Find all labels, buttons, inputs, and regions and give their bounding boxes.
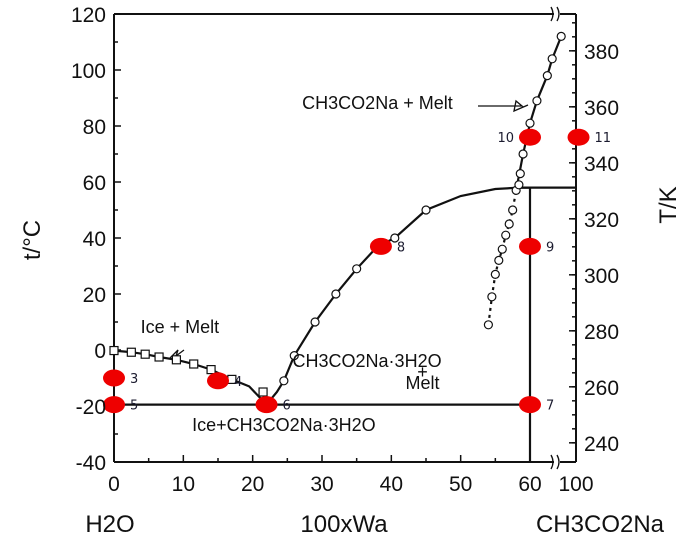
data-point-circle [532,96,542,106]
data-point-square [258,387,268,397]
region-label: Ice+CH3CO2Na·3H2O [192,415,376,435]
y-tick-label-right: 280 [584,321,619,344]
data-point-circle [331,289,341,299]
y-tick-label-right: 380 [584,41,619,64]
data-point-circle [483,320,493,330]
data-point-circle [508,205,518,215]
data-point-circle [490,269,500,279]
x-axis-left-end-label: H2O [85,511,134,538]
x-tick-label: 10 [172,473,195,496]
state-point-label: 3 [130,372,138,387]
state-point-10[interactable] [519,128,541,146]
region-label: CH3CO2Na·3H2O [293,351,442,371]
y-tick-label-right: 340 [584,153,619,176]
state-point-4[interactable] [207,372,229,390]
y-tick-label-left: 0 [94,340,106,363]
plot-frame [113,13,577,463]
data-point-square [171,355,181,365]
state-point-label: 6 [283,399,291,414]
y-tick-label-right: 320 [584,209,619,232]
y-tick-label-left: 40 [83,228,106,251]
data-point-circle [310,317,320,327]
x-tick-label: 20 [241,473,264,496]
data-point-circle [289,351,299,361]
state-point-6[interactable] [255,396,278,414]
y-tick-label-left: 100 [71,60,106,83]
data-point-circle [497,244,507,254]
state-point-label: 10 [497,131,514,146]
state-point-11[interactable] [567,128,590,146]
y-tick-label-left: -20 [76,396,106,419]
data-point-circle [421,205,431,215]
axis-break-bottom [550,454,560,470]
state-point-label: 8 [397,240,405,255]
region-label: Ice + Melt [141,317,220,337]
data-point-circle [501,230,511,240]
y-tick-label-right: 260 [584,377,619,400]
data-point-circle [494,255,504,265]
axis-break-top [550,6,560,22]
x-tick-label: 30 [310,473,333,496]
data-point-circle [514,180,524,190]
data-point-square [206,365,216,375]
y-tick-label-left: 60 [83,172,106,195]
state-point-label: 4 [234,375,242,390]
state-point-label: 11 [595,131,612,146]
x-axis-title: 100xWa [300,511,388,538]
y-tick-label-right: 240 [584,433,619,456]
y-tick-label-left: 20 [83,284,106,307]
x-tick-label: 60 [518,473,541,496]
y-tick-label-right: 360 [584,97,619,120]
label-pointer-ice [169,349,185,359]
data-point-circle [518,149,528,159]
data-point-square [126,347,136,357]
data-point-circle [390,233,400,243]
state-point-5[interactable] [103,396,125,414]
state-point-label: 9 [546,240,554,255]
ice-liquidus-line [113,349,268,406]
y-axis-title-left: t/°C [19,220,46,260]
state-point-9[interactable] [519,237,541,255]
data-point-circle [487,292,497,302]
data-point-circle [279,376,289,386]
region-label: Melt [406,373,440,393]
data-point-square [109,345,119,356]
y-tick-label-left: 120 [71,4,106,27]
data-point-circle [504,219,514,229]
state-point-7[interactable] [519,396,541,414]
state-point-label: 5 [130,399,138,414]
y-tick-label-right: 300 [584,265,619,288]
data-point-square [189,359,199,369]
data-point-circle [547,54,557,64]
x-tick-label: 40 [380,473,403,496]
data-point-circle [352,264,362,274]
y-tick-label-left: 80 [83,116,106,139]
y-tick-label-left: -40 [76,452,106,475]
state-point-3[interactable] [103,369,125,387]
state-point-label: 7 [546,399,554,414]
x-axis-right-end-label: CH3CO2Na [536,511,665,538]
data-point-square [154,352,164,362]
x-tick-label: 0 [108,473,120,496]
data-point-square [140,349,150,359]
region-label: CH3CO2Na + Melt [302,93,453,113]
x-break-tick-label: 100 [558,473,593,496]
data-point-circle [515,169,525,179]
label-pointer-salt [478,99,529,113]
x-tick-label: 50 [449,473,472,496]
region-label: + [417,362,428,382]
data-point-circle [525,118,535,128]
data-point-circle [556,31,566,42]
data-point-circle [542,70,552,81]
state-point-8[interactable] [369,237,392,255]
y-axis-title-right: T/K [655,186,682,223]
